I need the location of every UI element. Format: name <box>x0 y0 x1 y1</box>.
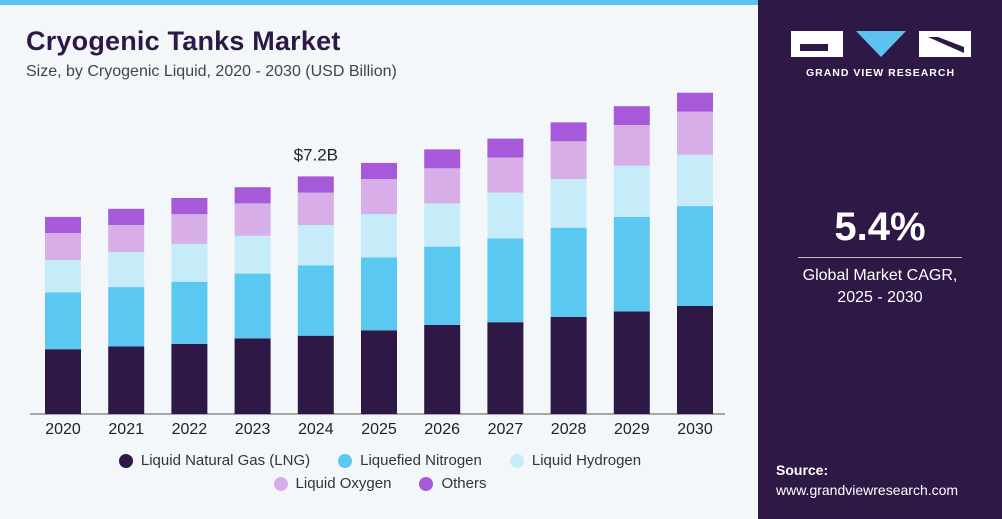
bar-segment <box>550 122 587 142</box>
legend-label: Liquefied Nitrogen <box>360 452 482 469</box>
bar-segment <box>108 225 145 252</box>
legend-swatch <box>509 453 524 468</box>
legend-item: Liquid Oxygen <box>273 475 392 492</box>
bar-segment <box>424 324 461 414</box>
x-tick-label: 2025 <box>361 421 397 438</box>
stacked-bar-chart: 2020 2021 2022 2023 2024 $7.2B 2025 2026 2027 202… <box>30 92 725 438</box>
bar-segment <box>297 335 334 414</box>
legend-item: Liquid Natural Gas (LNG) <box>118 452 311 469</box>
bar-segment <box>361 257 397 331</box>
bar-segment <box>361 179 397 215</box>
bar-segment <box>171 198 208 215</box>
bar-segment <box>487 322 524 414</box>
bar-segment <box>108 287 145 347</box>
legend-label: Liquid Oxygen <box>295 475 392 492</box>
bar-segment <box>45 292 81 350</box>
bar-segment <box>361 330 397 414</box>
bar-segment <box>108 252 145 288</box>
bar-segment <box>297 265 334 336</box>
bar-segment <box>171 343 208 414</box>
source-title: Source: <box>776 462 829 478</box>
x-tick-label: 2026 <box>424 421 460 438</box>
bar-segment <box>677 154 713 207</box>
bar-segment <box>424 203 461 247</box>
cagr-value: 5.4% <box>834 205 926 249</box>
bar-segment <box>108 208 145 225</box>
bar-segment <box>171 243 208 282</box>
bar-segment <box>677 111 713 155</box>
legend-item: Liquid Hydrogen <box>509 452 642 469</box>
bar-segment <box>487 138 524 158</box>
bar-segment <box>234 338 271 414</box>
bar-segment <box>361 162 397 180</box>
bar-segment <box>613 311 650 414</box>
bar-segment <box>550 316 587 414</box>
bar-segment <box>361 214 397 258</box>
bar-segment <box>550 179 587 228</box>
legend-label: Liquid Natural Gas (LNG) <box>140 452 311 469</box>
info-panel: GRAND VIEW RESEARCH 5.4% Global Market C… <box>758 0 1002 519</box>
bar-segment <box>234 203 271 236</box>
bar-segment <box>613 216 650 312</box>
brand-logo-icon <box>791 31 971 57</box>
bar-segment <box>424 149 461 169</box>
chart-legend: Liquid Natural Gas (LNG) Liquefied Nitrog… <box>60 452 700 492</box>
cagr-label: Global Market CAGR, 2025 - 2030 <box>758 265 1002 309</box>
bar-segment <box>108 346 145 414</box>
bar-segment <box>487 157 524 193</box>
legend-item: Others <box>419 475 486 492</box>
chart-title: Cryogenic Tanks Market <box>26 26 341 56</box>
x-tick-label: 2021 <box>108 421 144 438</box>
x-tick-label: 2027 <box>488 421 524 438</box>
bar-segment <box>171 281 208 344</box>
bar-segment <box>234 187 271 204</box>
bar-segment <box>613 165 650 217</box>
bar-segment <box>677 306 713 414</box>
bar-segment <box>234 235 271 274</box>
bar-segment <box>613 106 650 126</box>
cagr-label-line2: 2025 - 2030 <box>837 289 923 306</box>
bar-segment <box>677 92 713 112</box>
bar-segment <box>677 206 713 306</box>
legend-label: Others <box>441 475 487 492</box>
bar-segment <box>297 192 334 225</box>
bar-segment <box>45 349 81 414</box>
bar-segment <box>45 233 81 261</box>
x-tick-label: 2022 <box>172 421 208 438</box>
bar-segment <box>424 168 461 204</box>
cagr-label-line1: Global Market CAGR, <box>802 267 958 284</box>
x-tick-label: 2024 <box>298 421 334 438</box>
bar-segment <box>487 192 524 239</box>
chart-subtitle: Size, by Cryogenic Liquid, 2020 - 2030 (… <box>26 63 397 80</box>
x-tick-label: 2029 <box>614 421 650 438</box>
source-url[interactable]: www.grandviewresearch.com <box>776 482 959 498</box>
x-tick-label: 2023 <box>235 421 271 438</box>
brand-name: GRAND VIEW RESEARCH <box>805 67 956 79</box>
x-tick-label: 2030 <box>677 421 713 438</box>
bar-segment <box>487 238 524 323</box>
bar-segment <box>234 273 271 339</box>
value-annotation: $7.2B <box>294 145 338 164</box>
cagr-divider <box>798 257 962 258</box>
bar-segment <box>550 227 587 317</box>
x-tick-label: 2020 <box>45 421 81 438</box>
bar-segment <box>45 216 81 234</box>
bar-segment <box>550 141 587 180</box>
accent-bar <box>0 0 758 5</box>
x-tick-label: 2028 <box>551 421 587 438</box>
bar-segment <box>424 246 461 325</box>
legend-swatch <box>338 453 353 468</box>
legend-swatch <box>118 453 133 468</box>
bar-segment <box>171 214 208 244</box>
chart-panel: Cryogenic Tanks Market Size, by Cryogeni… <box>0 0 758 492</box>
brand-logo: GRAND VIEW RESEARCH <box>788 27 973 81</box>
bar-segment <box>613 125 650 166</box>
legend-label: Liquid Hydrogen <box>531 452 642 469</box>
legend-item: Liquefied Nitrogen <box>338 452 482 469</box>
legend-swatch <box>273 476 288 491</box>
bar-segment <box>297 225 334 266</box>
legend-swatch <box>419 476 434 491</box>
bar-segment <box>297 176 334 193</box>
bar-segment <box>45 260 81 293</box>
